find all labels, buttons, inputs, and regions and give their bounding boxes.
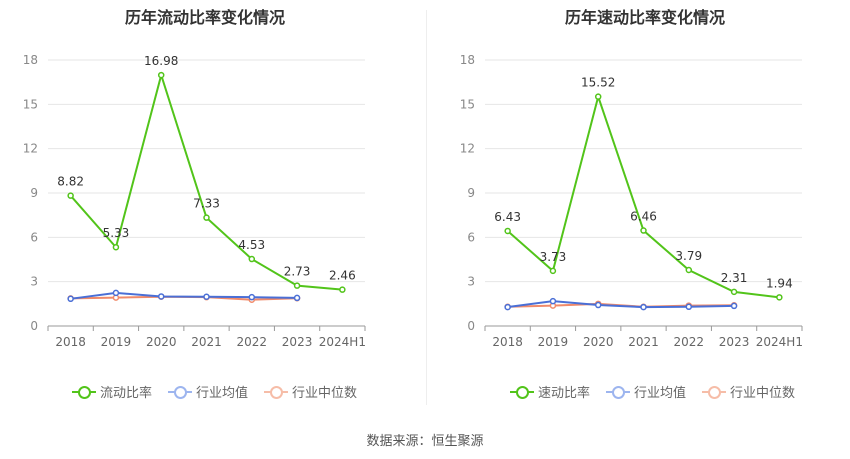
data-point-main <box>776 294 783 301</box>
data-point-main <box>730 288 738 296</box>
data-point-main <box>248 255 256 263</box>
data-point-main <box>112 243 120 251</box>
y-tick-label: 12 <box>23 142 38 156</box>
panel-divider <box>426 10 427 405</box>
y-tick-label: 3 <box>467 275 475 289</box>
y-tick-label: 6 <box>30 230 38 244</box>
data-point-main <box>640 227 647 234</box>
legend-swatch-main <box>510 384 534 400</box>
data-label: 1.94 <box>766 276 793 290</box>
y-tick-label: 15 <box>23 97 38 111</box>
x-tick-label: 2022 <box>674 335 705 349</box>
data-source-note: 数据来源：恒生聚源 <box>366 434 484 449</box>
x-tick-label: 2021 <box>628 335 659 349</box>
legend-label: 流动比率 <box>100 386 153 401</box>
data-point-main <box>594 93 602 100</box>
x-tick-label: 2020 <box>583 335 614 349</box>
x-tick-label: 2022 <box>237 335 268 349</box>
legend-item-median[interactable]: 行业中位数 <box>702 382 795 401</box>
data-point-average <box>67 295 74 303</box>
data-point-average <box>730 302 738 310</box>
y-tick-label: 0 <box>467 319 475 333</box>
data-point-average <box>203 293 210 300</box>
data-point-main <box>339 286 346 293</box>
data-label: 6.43 <box>494 210 521 224</box>
x-tick-label: 2023 <box>719 335 750 349</box>
data-point-main <box>504 227 511 235</box>
legend-item-average[interactable]: 行业均值 <box>606 382 686 401</box>
series-line-average <box>70 291 298 300</box>
legend-item-average[interactable]: 行业均值 <box>168 382 248 401</box>
legend-item-median[interactable]: 行业中位数 <box>264 382 357 401</box>
data-point-average <box>685 303 693 311</box>
y-tick-label: 3 <box>30 275 38 289</box>
x-tick-label: 2018 <box>55 335 86 349</box>
data-label: 2.46 <box>329 269 356 283</box>
data-point-main <box>549 267 557 275</box>
legend-label: 行业均值 <box>634 386 687 401</box>
data-label: 4.53 <box>238 238 265 252</box>
y-tick-label: 18 <box>23 53 38 67</box>
data-label: 16.98 <box>144 54 178 68</box>
series-line-main <box>506 93 780 299</box>
data-point-average <box>248 293 256 301</box>
legend-quick-ratio: 速动比率 行业均值 行业中位数 <box>510 382 811 401</box>
legend-item-main[interactable]: 流动比率 <box>72 382 152 401</box>
x-tick-label: 2018 <box>492 335 523 349</box>
data-label: 2.73 <box>284 265 311 279</box>
legend-swatch-main <box>72 384 96 400</box>
data-point-average <box>112 289 120 297</box>
data-label: 15.52 <box>581 76 615 90</box>
y-tick-label: 9 <box>30 186 38 200</box>
x-tick-label: 2024H1 <box>756 335 803 349</box>
y-tick-label: 18 <box>460 53 475 67</box>
data-point-main <box>203 214 210 221</box>
y-tick-label: 12 <box>460 142 475 156</box>
data-label: 3.79 <box>675 249 702 263</box>
y-tick-label: 9 <box>467 186 475 200</box>
data-point-main <box>157 71 165 79</box>
legend-swatch-average <box>168 384 193 400</box>
data-point-main <box>685 266 693 274</box>
x-tick-label: 2023 <box>282 335 313 349</box>
data-point-average <box>504 303 511 311</box>
quick-ratio-chart: 0 3 6 9 12 15 18 2018 2019 2020 2021 2022 2023 2024H1… <box>460 53 803 349</box>
legend-swatch-median <box>702 384 727 400</box>
data-point-average <box>293 294 301 302</box>
y-tick-label: 15 <box>460 97 475 111</box>
data-label: 8.82 <box>57 175 84 189</box>
x-tick-label: 2019 <box>538 335 569 349</box>
series-line-average <box>507 300 735 309</box>
legend-swatch-average <box>606 384 631 400</box>
current-ratio-chart: 0 3 6 9 12 15 18 2018 2019 2020 2021 2022 2023 2024H1… <box>23 53 366 349</box>
data-label: 3.73 <box>540 250 567 264</box>
data-point-main <box>293 282 301 289</box>
data-point-main <box>67 192 74 199</box>
data-label: 6.46 <box>630 210 657 224</box>
legend-label: 速动比率 <box>538 386 591 401</box>
y-tick-label: 0 <box>30 319 38 333</box>
x-tick-label: 2020 <box>146 335 177 349</box>
data-point-average <box>640 303 647 311</box>
data-point-average <box>594 301 602 309</box>
x-tick-label: 2021 <box>191 335 222 349</box>
data-label: 2.31 <box>721 271 748 285</box>
chart-title-quick-ratio: 历年速动比率变化情况 <box>564 8 725 27</box>
chart-title-current-ratio: 历年流动比率变化情况 <box>124 8 285 27</box>
y-tick-label: 6 <box>467 230 475 244</box>
data-label: 7.33 <box>193 197 220 211</box>
data-point-average <box>549 297 557 305</box>
data-label: 5.33 <box>103 226 130 240</box>
x-tick-label: 2019 <box>101 335 132 349</box>
legend-current-ratio: 流动比率 行业均值 行业中位数 <box>72 382 373 401</box>
legend-item-main[interactable]: 速动比率 <box>510 382 590 401</box>
legend-label: 行业中位数 <box>292 386 358 401</box>
legend-label: 行业中位数 <box>730 386 796 401</box>
x-tick-label: 2024H1 <box>319 335 366 349</box>
legend-label: 行业均值 <box>196 386 249 401</box>
legend-swatch-median <box>264 384 289 400</box>
data-point-average <box>157 293 165 300</box>
